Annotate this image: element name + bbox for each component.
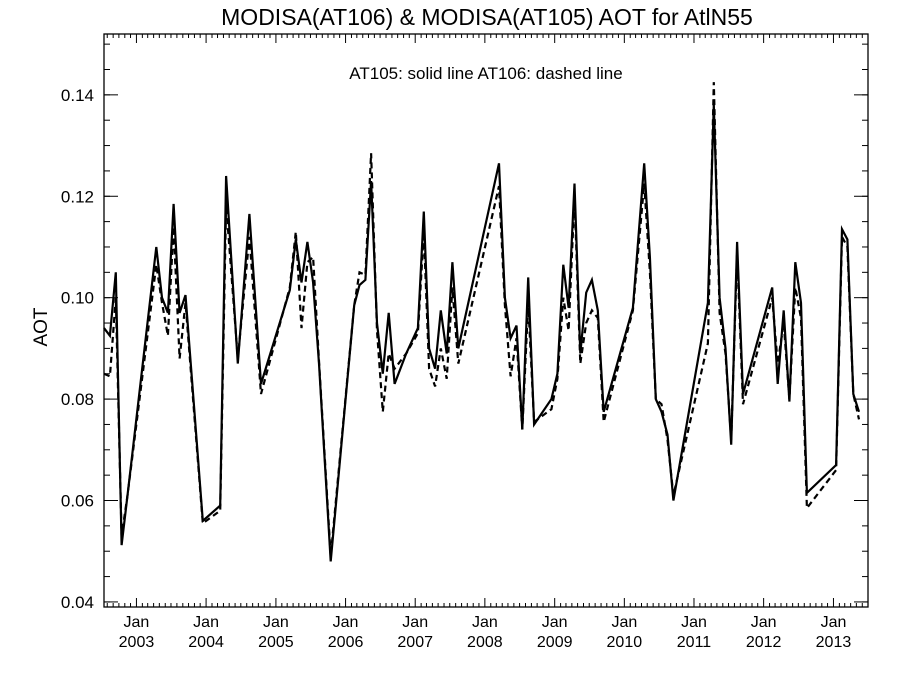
series-lines	[103, 82, 861, 562]
series-line-at105	[103, 104, 861, 562]
x-axis-ticks: Jan 2003 Jan 2004 Jan 2005 Jan 2006 Jan 2007 Jan 20…	[106, 34, 869, 651]
chart-title: MODISA(AT106) & MODISA(AT105) AOT for At…	[221, 4, 753, 30]
y-tick-label: 0.10	[61, 289, 94, 308]
x-tick-month-label: Jan	[821, 614, 847, 631]
y-axis-label: AOT	[31, 307, 52, 346]
x-tick-month-label: Jan	[611, 614, 637, 631]
x-tick-month-label: Jan	[542, 614, 568, 631]
x-tick-month-label: Jan	[333, 614, 359, 631]
series-line-at106	[103, 82, 861, 557]
y-tick-label: 0.04	[61, 593, 94, 612]
x-tick-year-label: 2008	[467, 634, 503, 651]
plot-frame	[103, 33, 869, 608]
x-tick-month-label: Jan	[124, 614, 150, 631]
x-tick-month-label: Jan	[472, 614, 498, 631]
x-tick-year-label: 2012	[746, 634, 782, 651]
y-tick-label: 0.08	[61, 390, 94, 409]
x-tick-year-label: 2010	[607, 634, 643, 651]
x-tick-month-label: Jan	[681, 614, 707, 631]
series-legend-note: AT105: solid line AT106: dashed line	[349, 64, 622, 83]
x-tick-month-label: Jan	[193, 614, 219, 631]
x-tick-year-label: 2013	[816, 634, 852, 651]
x-tick-month-label: Jan	[402, 614, 428, 631]
x-tick-year-label: 2004	[188, 634, 224, 651]
x-tick-month-label: Jan	[751, 614, 777, 631]
x-tick-year-label: 2007	[397, 634, 433, 651]
x-tick-year-label: 2005	[258, 634, 294, 651]
x-tick-year-label: 2011	[677, 634, 712, 651]
y-tick-label: 0.14	[61, 86, 94, 105]
y-tick-label: 0.12	[61, 187, 94, 206]
x-tick-month-label: Jan	[263, 614, 289, 631]
y-tick-label: 0.06	[61, 492, 94, 511]
y-axis-ticks: 0.04 0.06 0.08 0.10 0.12 0.14	[61, 43, 868, 612]
x-tick-year-label: 2003	[119, 634, 155, 651]
x-tick-year-label: 2009	[537, 634, 573, 651]
x-tick-year-label: 2006	[328, 634, 364, 651]
